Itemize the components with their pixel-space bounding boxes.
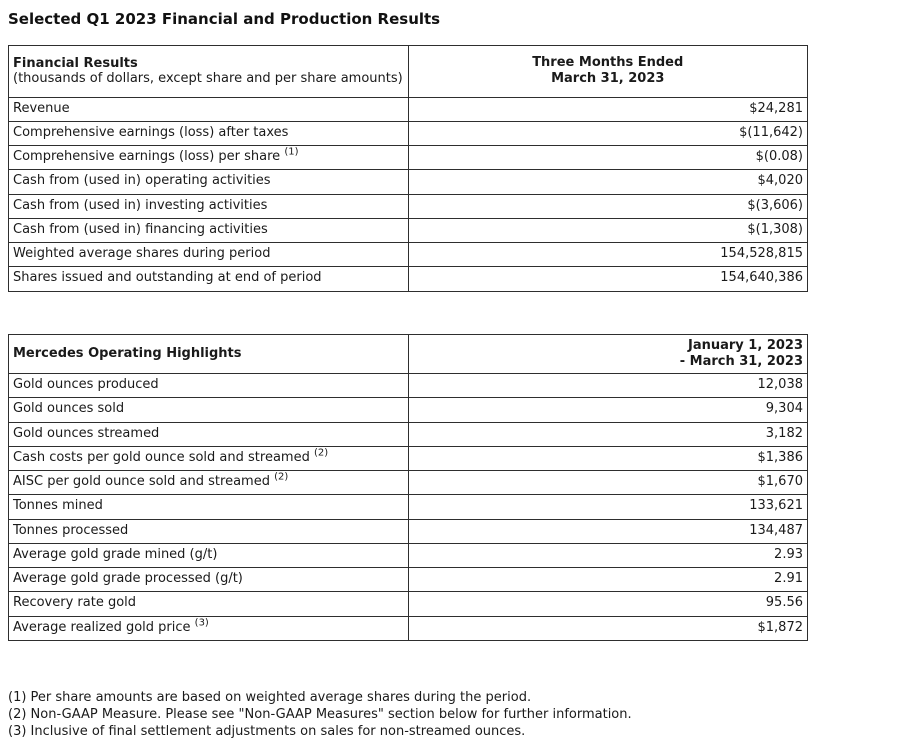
row-label: Cash from (used in) financing activities (8, 217, 409, 244)
row-label: Comprehensive earnings (loss) per share … (8, 144, 409, 171)
table-row: Average realized gold price (3) $1,872 (8, 615, 808, 641)
table-row: Cash from (used in) investing activities… (8, 193, 808, 219)
row-label: Average realized gold price (3) (8, 615, 409, 641)
operating-highlights-table: Mercedes Operating Highlights January 1,… (8, 333, 808, 641)
footnote-3: (3) Inclusive of final settlement adjust… (8, 723, 526, 739)
row-value: 2.93 (407, 542, 808, 569)
row-label: Shares issued and outstanding at end of … (8, 266, 409, 292)
row-label: Gold ounces sold (8, 397, 409, 423)
table-row: Revenue $24,281 (8, 96, 808, 122)
row-value: 133,621 (407, 494, 808, 520)
row-label: Comprehensive earnings (loss) after taxe… (8, 120, 409, 147)
period-line-2: - March 31, 2023 (679, 353, 803, 369)
row-value: $24,281 (407, 96, 808, 122)
table-row: Tonnes processed 134,487 (8, 518, 808, 544)
financial-table-subtitle: (thousands of dollars, except share and … (13, 71, 403, 87)
page-title: Selected Q1 2023 Financial and Productio… (8, 10, 441, 28)
row-label: Gold ounces streamed (8, 421, 409, 447)
financial-table-title: Financial Results (13, 56, 138, 72)
table-row: Shares issued and outstanding at end of … (8, 266, 808, 292)
row-label: Tonnes mined (8, 494, 409, 520)
row-label: Average gold grade processed (g/t) (8, 566, 409, 593)
period-line-1: Three Months Ended (532, 55, 684, 70)
financial-table-header-row: Financial Results (thousands of dollars,… (8, 45, 808, 98)
footnote-reference: (2) (274, 471, 289, 483)
table-row: Comprehensive earnings (loss) per share … (8, 144, 808, 171)
table-gap (8, 292, 921, 334)
period-line-1: January 1, 2023 (688, 337, 803, 353)
table-row: Cash costs per gold ounce sold and strea… (8, 445, 808, 472)
row-value: $(0.08) (407, 144, 808, 171)
footnote-reference: (3) (194, 617, 209, 629)
row-value: $(11,642) (407, 120, 808, 147)
footnote-2: (2) Non-GAAP Measure. Please see "Non-GA… (8, 706, 632, 722)
table-row: Average gold grade processed (g/t) 2.91 (8, 566, 808, 593)
operating-table-title: Mercedes Operating Highlights (13, 346, 242, 362)
footnote-reference: (2) (313, 447, 329, 459)
row-label: Recovery rate gold (8, 591, 409, 617)
row-value: $(3,606) (407, 193, 808, 219)
table-row: Comprehensive earnings (loss) after taxe… (8, 120, 808, 147)
table-row: Gold ounces streamed 3,182 (8, 421, 808, 447)
row-value: 154,640,386 (407, 266, 808, 292)
period-line-2: March 31, 2023 (551, 71, 665, 87)
row-value: 12,038 (407, 372, 808, 399)
row-label: Revenue (8, 96, 409, 122)
table-row: Gold ounces produced 12,038 (8, 372, 808, 399)
financial-results-table: Financial Results (thousands of dollars,… (8, 45, 808, 292)
row-value: 95.56 (407, 591, 808, 617)
table-row: Gold ounces sold 9,304 (8, 397, 808, 423)
operating-table-header-label: Mercedes Operating Highlights (8, 333, 409, 374)
row-label: Weighted average shares during period (8, 241, 409, 268)
row-value: $(1,308) (407, 217, 808, 244)
row-label: Cash from (used in) investing activities (8, 193, 409, 219)
row-label: Cash costs per gold ounce sold and strea… (8, 445, 409, 472)
financial-table-period-header: Three Months Ended March 31, 2023 (407, 45, 808, 98)
table-row: Recovery rate gold 95.56 (8, 591, 808, 617)
financial-table-header-label: Financial Results (thousands of dollars,… (8, 45, 409, 98)
row-value: $1,386 (407, 445, 808, 472)
row-value: 154,528,815 (407, 241, 808, 268)
table-row: AISC per gold ounce sold and streamed (2… (8, 469, 808, 496)
footnotes: (1) Per share amounts are based on weigh… (8, 689, 921, 740)
operating-table-header-row: Mercedes Operating Highlights January 1,… (8, 333, 808, 374)
row-value: 3,182 (407, 421, 808, 447)
footnote-reference: (1) (284, 146, 299, 158)
row-value: $1,670 (407, 469, 808, 496)
table-row: Tonnes mined 133,621 (8, 494, 808, 520)
table-row: Average gold grade mined (g/t) 2.93 (8, 542, 808, 569)
row-value: $4,020 (407, 169, 808, 195)
row-value: 9,304 (407, 397, 808, 423)
row-label: Cash from (used in) operating activities (8, 169, 409, 195)
table-row: Cash from (used in) operating activities… (8, 169, 808, 195)
row-label: AISC per gold ounce sold and streamed (2… (8, 469, 409, 496)
row-value: 2.91 (407, 566, 808, 593)
table-row: Cash from (used in) financing activities… (8, 217, 808, 244)
row-label: Average gold grade mined (g/t) (8, 542, 409, 569)
table-row: Weighted average shares during period 154… (8, 241, 808, 268)
operating-table-period-header: January 1, 2023 - March 31, 2023 (407, 333, 808, 374)
page: Selected Q1 2023 Financial and Productio… (8, 10, 921, 739)
row-label: Tonnes processed (8, 518, 409, 544)
row-value: $1,872 (407, 615, 808, 641)
footnote-1: (1) Per share amounts are based on weigh… (8, 689, 532, 705)
row-label: Gold ounces produced (8, 372, 409, 399)
row-value: 134,487 (407, 518, 808, 544)
